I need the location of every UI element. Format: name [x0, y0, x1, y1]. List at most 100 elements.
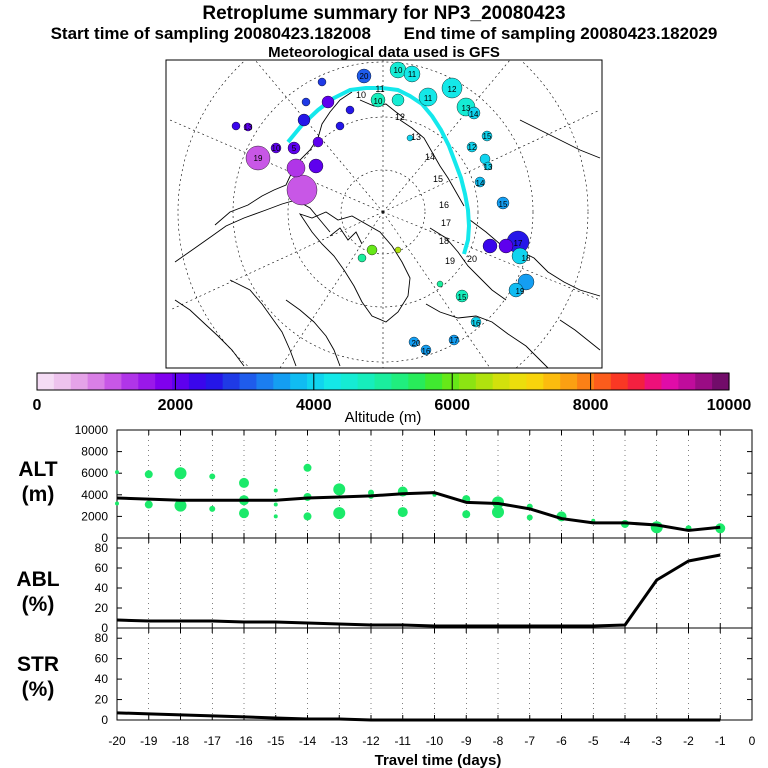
- colorbar-cell: [475, 373, 494, 390]
- colorbar-cell: [340, 373, 359, 390]
- plume-circle: [455, 289, 469, 303]
- circle-day-label: 10: [394, 66, 403, 75]
- y-tick-label: 0: [101, 713, 108, 727]
- circle-day-label: 20: [412, 339, 421, 348]
- plume-circle: [245, 145, 271, 171]
- circle-day-label: 10: [374, 97, 383, 106]
- colorbar-cell: [560, 373, 578, 390]
- altitude-point: [115, 470, 119, 475]
- plume-circle: [297, 113, 311, 127]
- plume-circle: [496, 196, 510, 210]
- plume-circle: [482, 238, 498, 254]
- colorbar-cell: [307, 373, 325, 390]
- plume-circle: [270, 142, 282, 154]
- x-tick-label: -17: [204, 734, 222, 748]
- abl-label: ABL: [16, 568, 59, 591]
- circle-day-label: 12: [448, 85, 457, 94]
- met-data-label: Meteorological data used is GFS: [268, 44, 500, 61]
- plume-circle: [418, 87, 438, 107]
- sampling-times: Start time of sampling 20080423.182008 E…: [0, 24, 768, 44]
- colorbar-cells: [37, 373, 730, 390]
- colorbar-tick-label: 0: [33, 397, 42, 414]
- plume-circle: [474, 176, 486, 188]
- circle-day-label: 18: [522, 254, 531, 263]
- plume-circle: [517, 273, 535, 291]
- circle-day-label: 10: [272, 144, 281, 153]
- x-tick-label: -5: [588, 734, 599, 748]
- alt-label: ALT: [18, 458, 57, 481]
- colorbar-cell: [425, 373, 443, 390]
- altitude-point: [303, 512, 312, 521]
- plume-circle: [321, 95, 335, 109]
- colorbar-cell: [492, 373, 511, 390]
- colorbar-cell: [239, 373, 258, 390]
- colorbar-cell: [172, 373, 190, 390]
- altitude-colorbar: 0 2000 4000 6000 8000 10000 Altitude (m): [33, 372, 751, 426]
- colorbar-cell: [526, 373, 544, 390]
- coastline: [285, 299, 341, 367]
- plume-circle: [317, 77, 327, 87]
- coastline: [359, 99, 405, 119]
- colorbar-cell: [87, 373, 106, 390]
- chart-title: Retroplume summary for NP3_20080423: [202, 3, 566, 24]
- coastline: [559, 319, 601, 351]
- altitude-point: [397, 507, 408, 518]
- coastline: [229, 279, 297, 367]
- colorbar-tick-label: 6000: [434, 397, 470, 414]
- colorbar-cell: [644, 373, 663, 390]
- track-day-label: 20: [467, 254, 477, 264]
- graticule: [169, 60, 601, 368]
- track-day-label: 18: [439, 236, 449, 246]
- colorbar-cell: [188, 373, 207, 390]
- plume-circle: [243, 122, 253, 132]
- circle-day-label: 17: [514, 239, 523, 248]
- plume-circle: [231, 121, 241, 131]
- meridian: [169, 211, 384, 311]
- circle-day-label: 15: [483, 132, 492, 141]
- plume-circle: [508, 282, 524, 298]
- start-time-label: Start time of sampling 20080423.182008: [50, 24, 371, 43]
- coastline: [469, 219, 601, 297]
- retroplume-track-line: [286, 86, 471, 255]
- series-line: [116, 711, 721, 722]
- plume-circle: [287, 141, 301, 155]
- circle-day-label: 13: [484, 163, 493, 172]
- x-tick-label: -7: [524, 734, 535, 748]
- series-line: [116, 553, 721, 628]
- circle-day-label: 5: [292, 144, 297, 153]
- track-day-label: 19: [445, 256, 455, 266]
- colorbar-cell: [458, 373, 477, 390]
- colorbar-cell: [678, 373, 696, 390]
- str-unit-label: (%): [22, 678, 55, 701]
- plume-circle: [312, 136, 324, 148]
- colorbar-cell: [610, 373, 629, 390]
- y-tick-label: 40: [95, 581, 109, 595]
- y-tick-label: 40: [95, 672, 109, 686]
- islands: [329, 227, 363, 245]
- abl-unit-label: (%): [22, 593, 55, 616]
- colorbar-cell: [138, 373, 156, 390]
- x-tick-label: -14: [299, 734, 317, 748]
- colorbar-cell: [256, 373, 274, 390]
- altitude-point: [174, 467, 187, 480]
- plume-circle: [370, 92, 386, 108]
- plume-circle: [301, 97, 311, 107]
- x-tick-label: -18: [172, 734, 190, 748]
- time-series-panels: 0200040006000800010000020406080020406080…: [75, 423, 756, 748]
- colorbar-cell: [543, 373, 561, 390]
- circle-day-label: 14: [476, 179, 485, 188]
- coastline: [425, 303, 549, 368]
- plume-circle: [366, 244, 378, 256]
- x-axis-label: Travel time (days): [375, 752, 502, 768]
- altitude-point: [333, 483, 346, 496]
- x-tick-labels: -20 -19 -18 -17 -16 -15 -14 -13 -12 -11 -10 -9 -8 -7-…: [108, 734, 755, 748]
- panel-alt: 0 2000 4000 6000 8000 10000: [75, 423, 753, 545]
- altitude-point: [144, 500, 153, 509]
- circle-day-label: 12: [468, 143, 477, 152]
- x-tick-label: -2: [683, 734, 694, 748]
- plume-circle: [420, 344, 432, 356]
- y-tick-label: 80: [95, 541, 109, 555]
- x-tick-label: -15: [267, 734, 285, 748]
